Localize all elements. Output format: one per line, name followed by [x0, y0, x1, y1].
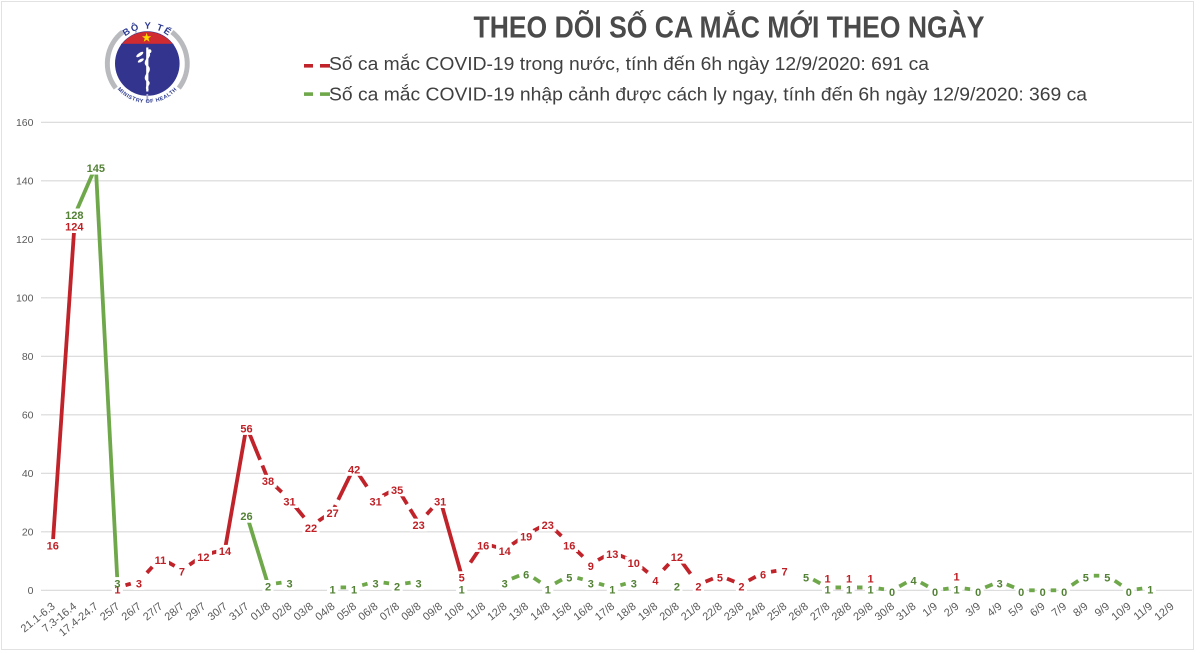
svg-text:3: 3 [631, 578, 637, 590]
svg-text:1: 1 [545, 584, 551, 596]
svg-text:31: 31 [369, 497, 381, 509]
svg-text:124: 124 [65, 222, 84, 234]
svg-text:4: 4 [911, 576, 918, 588]
svg-text:5: 5 [1104, 573, 1110, 585]
svg-text:5: 5 [1083, 573, 1089, 585]
svg-text:THEO DÕI SỐ CA MẮC MỚI THEO NG: THEO DÕI SỐ CA MẮC MỚI THEO NGÀY [474, 8, 985, 44]
svg-text:31: 31 [434, 497, 446, 509]
svg-text:3: 3 [502, 578, 508, 590]
svg-text:12: 12 [197, 552, 209, 564]
svg-text:26: 26 [240, 511, 252, 523]
svg-text:60: 60 [22, 410, 34, 422]
svg-text:1: 1 [954, 584, 960, 596]
svg-text:14: 14 [219, 546, 232, 558]
svg-text:100: 100 [16, 293, 34, 305]
svg-text:7: 7 [179, 567, 185, 579]
svg-text:0: 0 [1061, 587, 1067, 599]
svg-text:120: 120 [16, 234, 34, 246]
svg-text:10: 10 [628, 558, 640, 570]
svg-text:13: 13 [606, 549, 618, 561]
svg-text:145: 145 [87, 163, 105, 175]
svg-text:1: 1 [846, 573, 852, 585]
svg-text:3: 3 [136, 578, 142, 590]
svg-text:1: 1 [351, 584, 357, 596]
svg-text:5: 5 [803, 573, 809, 585]
svg-text:1: 1 [868, 584, 874, 596]
svg-text:14: 14 [499, 546, 512, 558]
svg-text:1: 1 [868, 573, 874, 585]
svg-text:27: 27 [326, 508, 338, 520]
svg-text:22: 22 [305, 523, 317, 535]
svg-text:128: 128 [65, 210, 83, 222]
svg-text:Số ca mắc COVID-19 trong nước,: Số ca mắc COVID-19 trong nước, tính đến … [329, 53, 930, 74]
svg-text:5: 5 [566, 573, 572, 585]
svg-text:5: 5 [459, 573, 465, 585]
svg-text:3: 3 [373, 578, 379, 590]
svg-text:2: 2 [674, 581, 680, 593]
svg-text:0: 0 [932, 587, 938, 599]
svg-text:42: 42 [348, 464, 360, 476]
svg-text:20: 20 [22, 527, 34, 539]
svg-text:2: 2 [394, 581, 400, 593]
svg-text:1: 1 [330, 584, 336, 596]
svg-text:16: 16 [47, 540, 59, 552]
svg-text:1: 1 [846, 584, 852, 596]
svg-text:2: 2 [695, 581, 701, 593]
svg-text:80: 80 [22, 351, 34, 363]
svg-text:0: 0 [1040, 587, 1046, 599]
svg-text:23: 23 [412, 520, 424, 532]
svg-text:1: 1 [824, 584, 830, 596]
svg-text:3: 3 [286, 578, 292, 590]
svg-text:140: 140 [16, 176, 34, 188]
svg-text:9: 9 [588, 561, 594, 573]
svg-text:6: 6 [760, 570, 766, 582]
svg-text:0: 0 [889, 587, 895, 599]
svg-text:0: 0 [975, 587, 981, 599]
svg-text:0: 0 [1018, 587, 1024, 599]
svg-text:56: 56 [240, 423, 252, 435]
svg-text:3: 3 [588, 578, 594, 590]
svg-text:2: 2 [265, 581, 271, 593]
svg-text:5: 5 [717, 573, 723, 585]
svg-text:1: 1 [824, 573, 830, 585]
svg-text:11: 11 [155, 555, 167, 567]
svg-text:38: 38 [262, 476, 274, 488]
svg-text:3: 3 [114, 578, 120, 590]
svg-text:1: 1 [114, 584, 120, 596]
svg-text:160: 160 [16, 117, 34, 129]
svg-text:Số ca mắc COVID-19 nhập cảnh đ: Số ca mắc COVID-19 nhập cảnh được cách l… [329, 83, 1088, 104]
svg-text:16: 16 [477, 540, 489, 552]
svg-text:3: 3 [997, 578, 1003, 590]
svg-text:6: 6 [523, 570, 529, 582]
svg-text:35: 35 [391, 485, 403, 497]
svg-text:1: 1 [459, 584, 465, 596]
svg-text:19: 19 [520, 532, 532, 544]
svg-text:2: 2 [738, 581, 744, 593]
svg-text:1: 1 [1147, 584, 1153, 596]
svg-text:4: 4 [652, 576, 659, 588]
svg-text:7: 7 [781, 567, 787, 579]
svg-text:0: 0 [1126, 587, 1132, 599]
svg-text:0: 0 [28, 585, 34, 597]
svg-text:12: 12 [671, 552, 683, 564]
svg-text:16: 16 [563, 540, 575, 552]
svg-text:23: 23 [542, 520, 554, 532]
svg-text:1: 1 [954, 571, 960, 583]
svg-text:31: 31 [283, 497, 295, 509]
svg-text:40: 40 [22, 468, 34, 480]
svg-text:3: 3 [416, 578, 422, 590]
svg-text:1: 1 [609, 584, 615, 596]
